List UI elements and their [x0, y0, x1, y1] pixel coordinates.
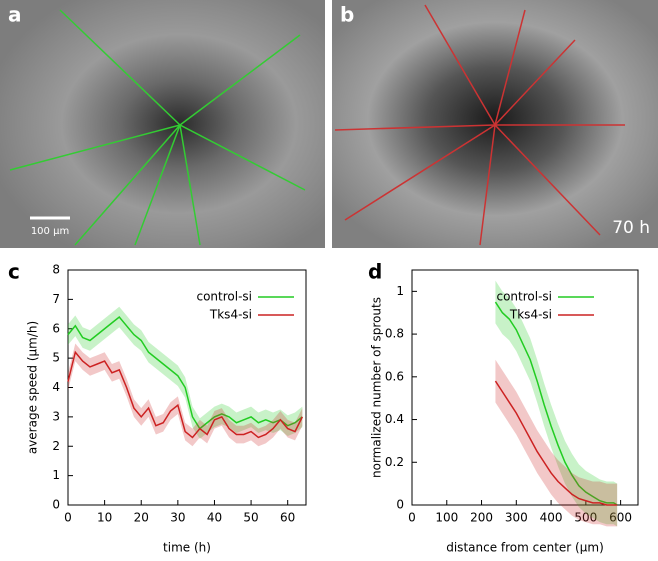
- series-line: [494, 380, 618, 506]
- x-tick-label: 400: [540, 511, 563, 525]
- scale-label: 100 µm: [31, 226, 69, 237]
- x-tick-label: 50: [243, 511, 258, 525]
- x-tick-label: 30: [170, 511, 185, 525]
- micrograph-a: [0, 0, 325, 248]
- series-line: [494, 301, 618, 506]
- x-tick-label: 200: [470, 511, 493, 525]
- legend-label: Tks4-si: [209, 308, 252, 322]
- y-tick-label: 3: [52, 409, 60, 423]
- panel-label: a: [8, 3, 22, 27]
- panel-label: c: [8, 260, 20, 284]
- error-band: [68, 306, 303, 439]
- y-tick-label: 0.6: [385, 369, 404, 383]
- y-tick-label: 0: [396, 498, 404, 512]
- series-line: [67, 350, 304, 439]
- y-tick-label: 0.4: [385, 412, 404, 426]
- y-tick-label: 7: [52, 292, 60, 306]
- x-tick-label: 500: [574, 511, 597, 525]
- y-tick-label: 2: [52, 439, 60, 453]
- y-axis-label: normalized number of sprouts: [370, 297, 384, 478]
- x-tick-label: 10: [97, 511, 112, 525]
- time-label: 70 h: [612, 218, 650, 238]
- error-band: [495, 280, 618, 527]
- x-tick-label: 0: [64, 511, 72, 525]
- legend-label: control-si: [196, 290, 252, 304]
- plot-frame: [411, 269, 639, 506]
- y-tick-label: 0.8: [385, 327, 404, 341]
- y-tick-label: 4: [52, 380, 60, 394]
- x-tick-label: 20: [134, 511, 149, 525]
- y-tick-label: 5: [52, 351, 60, 365]
- panel-label: b: [340, 3, 354, 27]
- x-tick-label: 60: [280, 511, 295, 525]
- legend-label: control-si: [496, 290, 552, 304]
- x-tick-label: 600: [609, 511, 632, 525]
- x-axis-label: time (h): [163, 541, 211, 555]
- y-tick-label: 0.2: [385, 455, 404, 469]
- y-tick-label: 1: [396, 284, 404, 298]
- y-tick-label: 0: [52, 498, 60, 512]
- y-axis-label: average speed (µm/h): [26, 321, 40, 454]
- x-tick-label: 300: [505, 511, 528, 525]
- sprout-traces: [9, 9, 306, 246]
- sprout-traces: [334, 4, 625, 246]
- y-tick-label: 6: [52, 321, 60, 335]
- error-band: [495, 359, 618, 527]
- y-tick-label: 8: [52, 263, 60, 277]
- panel-label: d: [368, 260, 382, 284]
- error-band: [68, 343, 303, 447]
- x-tick-label: 100: [435, 511, 458, 525]
- x-tick-label: 40: [207, 511, 222, 525]
- legend-label: Tks4-si: [509, 308, 552, 322]
- x-tick-label: 0: [408, 511, 416, 525]
- series-line: [67, 315, 303, 430]
- y-tick-label: 1: [52, 468, 60, 482]
- x-axis-label: distance from center (µm): [446, 541, 604, 555]
